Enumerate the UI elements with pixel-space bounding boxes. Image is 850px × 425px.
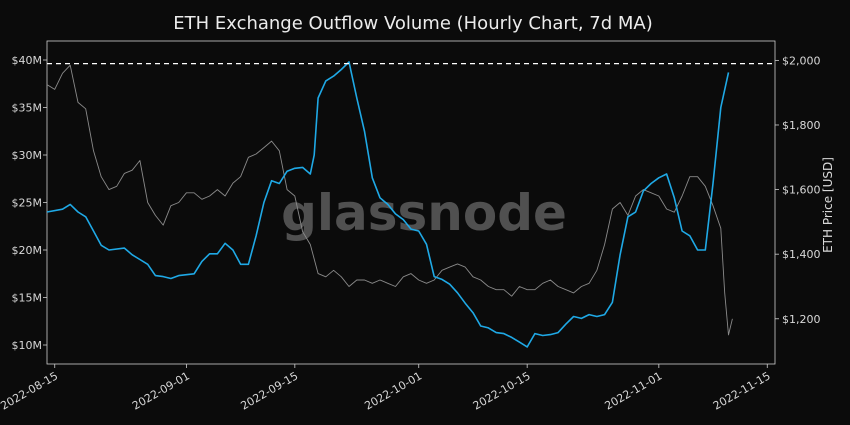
chart-title: ETH Exchange Outflow Volume (Hourly Char… xyxy=(173,13,653,34)
left-tick-label: $35M xyxy=(12,102,43,115)
outflow-series xyxy=(46,61,730,348)
right-axis-ticks: $1,200 $1,400 $1,600 $1,800 $2,000 xyxy=(775,54,821,326)
right-axis-label: ETH Price [USD] xyxy=(821,157,835,253)
left-tick-label: $10M xyxy=(12,339,43,352)
left-tick-label: $20M xyxy=(12,244,43,257)
left-tick-label: $15M xyxy=(12,292,43,305)
watermark: glassnode xyxy=(281,184,567,242)
right-tick-label: $1,800 xyxy=(782,119,821,132)
right-tick-label: $2,000 xyxy=(782,54,821,67)
right-tick-label: $1,400 xyxy=(782,248,821,261)
price-series xyxy=(46,64,733,336)
right-tick-label: $1,200 xyxy=(782,313,821,326)
right-tick-label: $1,600 xyxy=(782,184,821,197)
left-axis-ticks: $10M $15M $20M $25M $30M $35M $40M xyxy=(12,54,47,352)
outflow-line xyxy=(46,61,730,348)
left-tick-label: $25M xyxy=(12,197,43,210)
left-tick-label: $40M xyxy=(12,54,43,67)
left-tick-label: $30M xyxy=(12,149,43,162)
price-line xyxy=(46,64,733,336)
